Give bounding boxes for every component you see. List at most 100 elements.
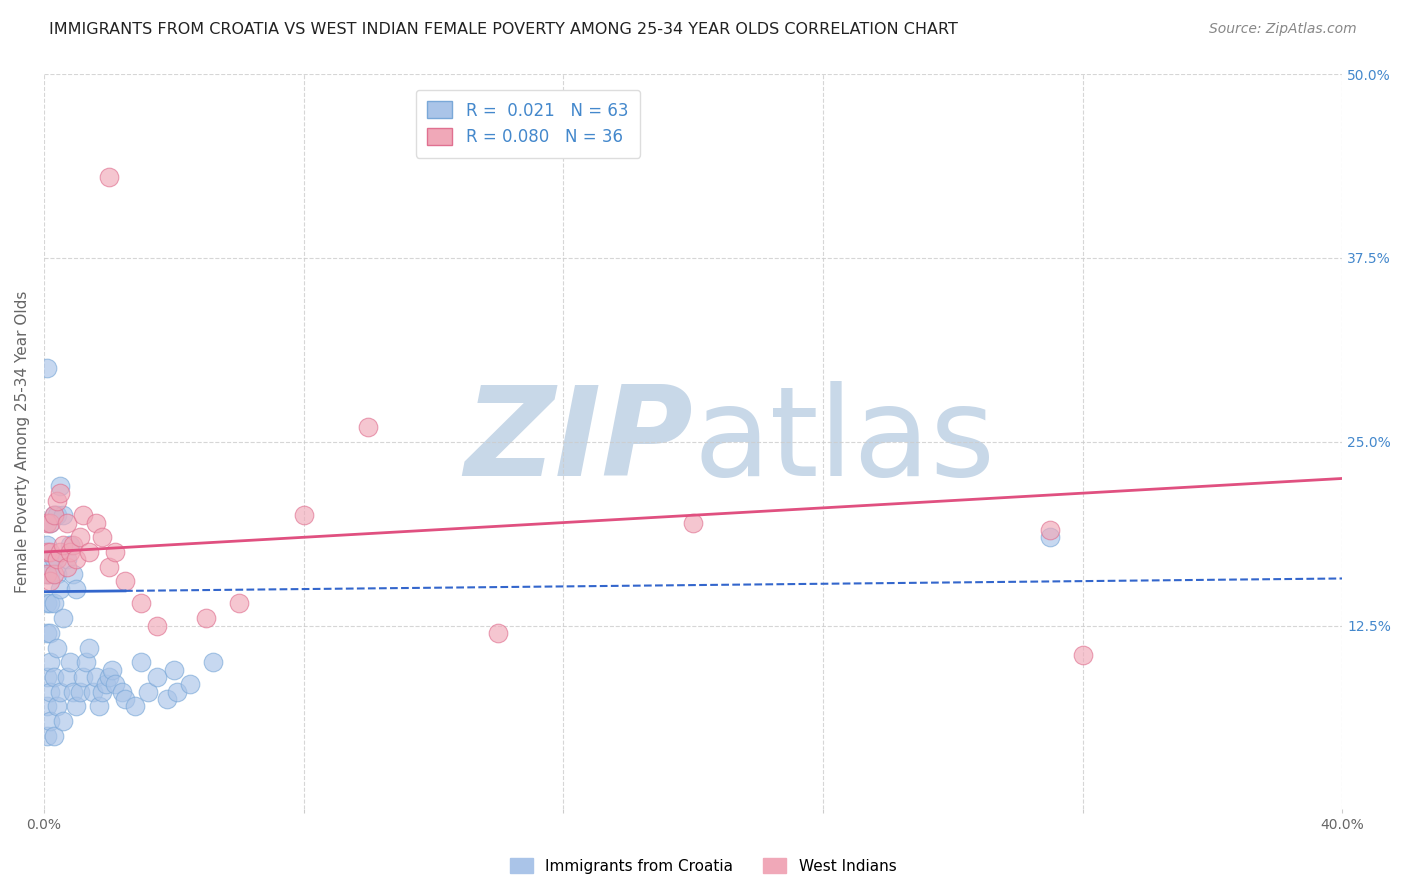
Point bbox=[49, 479, 72, 493]
Text: IMMIGRANTS FROM CROATIA VS WEST INDIAN FEMALE POVERTY AMONG 25-34 YEAR OLDS CORR: IMMIGRANTS FROM CROATIA VS WEST INDIAN F… bbox=[49, 22, 957, 37]
Point bbox=[42, 508, 65, 523]
Point bbox=[94, 677, 117, 691]
Point bbox=[114, 574, 136, 589]
Point bbox=[55, 552, 77, 566]
Point bbox=[42, 552, 65, 566]
Point bbox=[49, 486, 72, 500]
Text: Source: ZipAtlas.com: Source: ZipAtlas.com bbox=[1209, 22, 1357, 37]
Point bbox=[37, 545, 59, 559]
Point bbox=[37, 538, 59, 552]
Point bbox=[52, 714, 75, 728]
Y-axis label: Female Poverty Among 25-34 Year Olds: Female Poverty Among 25-34 Year Olds bbox=[15, 291, 30, 593]
Point bbox=[45, 508, 67, 523]
Text: ZIP: ZIP bbox=[464, 381, 693, 502]
Point bbox=[1039, 523, 1062, 537]
Point bbox=[97, 559, 120, 574]
Point bbox=[52, 611, 75, 625]
Point bbox=[101, 663, 124, 677]
Legend: R =  0.021   N = 63, R = 0.080   N = 36: R = 0.021 N = 63, R = 0.080 N = 36 bbox=[416, 90, 640, 158]
Point bbox=[357, 420, 380, 434]
Point bbox=[42, 670, 65, 684]
Point bbox=[59, 538, 82, 552]
Point bbox=[37, 516, 59, 530]
Point bbox=[39, 516, 62, 530]
Point bbox=[45, 552, 67, 566]
Point bbox=[45, 493, 67, 508]
Legend: Immigrants from Croatia, West Indians: Immigrants from Croatia, West Indians bbox=[503, 852, 903, 880]
Point bbox=[146, 618, 169, 632]
Point bbox=[201, 655, 224, 669]
Point bbox=[65, 699, 87, 714]
Point bbox=[97, 169, 120, 184]
Point bbox=[55, 516, 77, 530]
Point bbox=[104, 677, 127, 691]
Point bbox=[69, 684, 91, 698]
Point bbox=[84, 670, 107, 684]
Point bbox=[39, 655, 62, 669]
Point bbox=[39, 626, 62, 640]
Point bbox=[62, 538, 84, 552]
Point bbox=[111, 684, 134, 698]
Point bbox=[37, 699, 59, 714]
Point bbox=[37, 670, 59, 684]
Point bbox=[42, 567, 65, 582]
Point bbox=[37, 567, 59, 582]
Point bbox=[39, 684, 62, 698]
Point bbox=[49, 582, 72, 596]
Point bbox=[59, 545, 82, 559]
Point bbox=[39, 545, 62, 559]
Point bbox=[163, 663, 186, 677]
Point bbox=[136, 684, 159, 698]
Point bbox=[42, 508, 65, 523]
Point bbox=[39, 574, 62, 589]
Point bbox=[52, 508, 75, 523]
Point bbox=[195, 611, 218, 625]
Point bbox=[114, 692, 136, 706]
Point bbox=[49, 545, 72, 559]
Point bbox=[91, 684, 114, 698]
Point bbox=[65, 582, 87, 596]
Point bbox=[39, 552, 62, 566]
Point bbox=[1039, 530, 1062, 544]
Point bbox=[55, 670, 77, 684]
Point bbox=[104, 545, 127, 559]
Point bbox=[682, 516, 704, 530]
Point bbox=[228, 597, 250, 611]
Text: atlas: atlas bbox=[693, 381, 995, 502]
Point bbox=[39, 567, 62, 582]
Point bbox=[91, 530, 114, 544]
Point bbox=[129, 597, 152, 611]
Point bbox=[39, 597, 62, 611]
Point bbox=[79, 640, 101, 655]
Point bbox=[37, 567, 59, 582]
Point bbox=[75, 655, 97, 669]
Point bbox=[486, 626, 509, 640]
Point bbox=[55, 559, 77, 574]
Point bbox=[156, 692, 179, 706]
Point bbox=[166, 684, 188, 698]
Point bbox=[62, 684, 84, 698]
Point bbox=[37, 626, 59, 640]
Point bbox=[292, 508, 315, 523]
Point bbox=[45, 567, 67, 582]
Point bbox=[146, 670, 169, 684]
Point bbox=[82, 684, 104, 698]
Point bbox=[39, 714, 62, 728]
Point bbox=[69, 530, 91, 544]
Point bbox=[42, 729, 65, 743]
Point bbox=[72, 508, 94, 523]
Point bbox=[45, 699, 67, 714]
Point bbox=[49, 684, 72, 698]
Point bbox=[97, 670, 120, 684]
Point bbox=[129, 655, 152, 669]
Point bbox=[65, 552, 87, 566]
Point bbox=[87, 699, 110, 714]
Point bbox=[72, 670, 94, 684]
Point bbox=[62, 567, 84, 582]
Point bbox=[42, 597, 65, 611]
Point bbox=[45, 640, 67, 655]
Point bbox=[39, 516, 62, 530]
Point bbox=[1071, 648, 1094, 662]
Point bbox=[37, 597, 59, 611]
Point bbox=[84, 516, 107, 530]
